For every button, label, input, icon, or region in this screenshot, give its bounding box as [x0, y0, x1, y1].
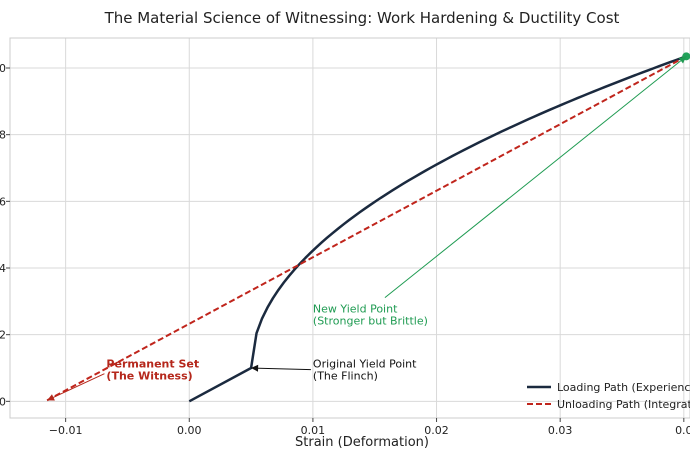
- annotation-text: (The Flinch): [313, 370, 378, 383]
- x-tick-label: 0.00: [177, 424, 202, 437]
- y-tick-label: 0: [0, 395, 6, 408]
- annotation-arrowhead: [251, 364, 259, 372]
- chart-title: The Material Science of Witnessing: Work…: [104, 9, 620, 27]
- x-axis-label: Strain (Deformation): [295, 435, 429, 450]
- x-tick-label: 0.03: [548, 424, 573, 437]
- legend-label-unloading: Unloading Path (Integrati: [557, 398, 690, 411]
- x-tick-label: 0.0: [675, 424, 690, 437]
- legend: Loading Path (Experience Unloading Path …: [527, 381, 690, 411]
- annotations: Original Yield Point(The Flinch) New Yiel…: [46, 55, 687, 401]
- x-tick-label: 0.01: [301, 424, 326, 437]
- y-tick-label: 8: [0, 129, 6, 142]
- y-tick-label: 6: [0, 195, 6, 208]
- series-layer: [46, 52, 690, 403]
- annotation-text: Permanent Set: [106, 358, 199, 371]
- grid: [10, 38, 690, 418]
- annotation-text: New Yield Point: [313, 303, 398, 316]
- annotation-original: Original Yield Point(The Flinch): [251, 358, 417, 383]
- annotation-arrowhead: [678, 56, 687, 64]
- y-tick-label: 0: [0, 62, 6, 75]
- annotation-arrowhead: [47, 394, 55, 401]
- annotation-arrow: [46, 373, 105, 401]
- annotation-newyield: New Yield Point(Stronger but Brittle): [313, 55, 687, 328]
- x-tick-label: −0.01: [49, 424, 83, 437]
- y-tick-label: 2: [0, 329, 6, 342]
- annotation-text: (Stronger but Brittle): [313, 315, 428, 328]
- legend-label-loading: Loading Path (Experience: [557, 381, 690, 394]
- annotation-text: (The Witness): [106, 370, 192, 383]
- annotation-arrow: [384, 55, 687, 299]
- plot-frame: [9, 37, 690, 419]
- annotation-text: Original Yield Point: [313, 358, 417, 371]
- unloading-path-line: [46, 55, 687, 402]
- x-tick-label: 0.02: [424, 424, 449, 437]
- y-tick-label: 4: [0, 262, 6, 275]
- annotation-permset: Permanent Set(The Witness): [46, 358, 199, 401]
- loading-path-line: [188, 55, 687, 403]
- annotation-arrow: [251, 367, 311, 371]
